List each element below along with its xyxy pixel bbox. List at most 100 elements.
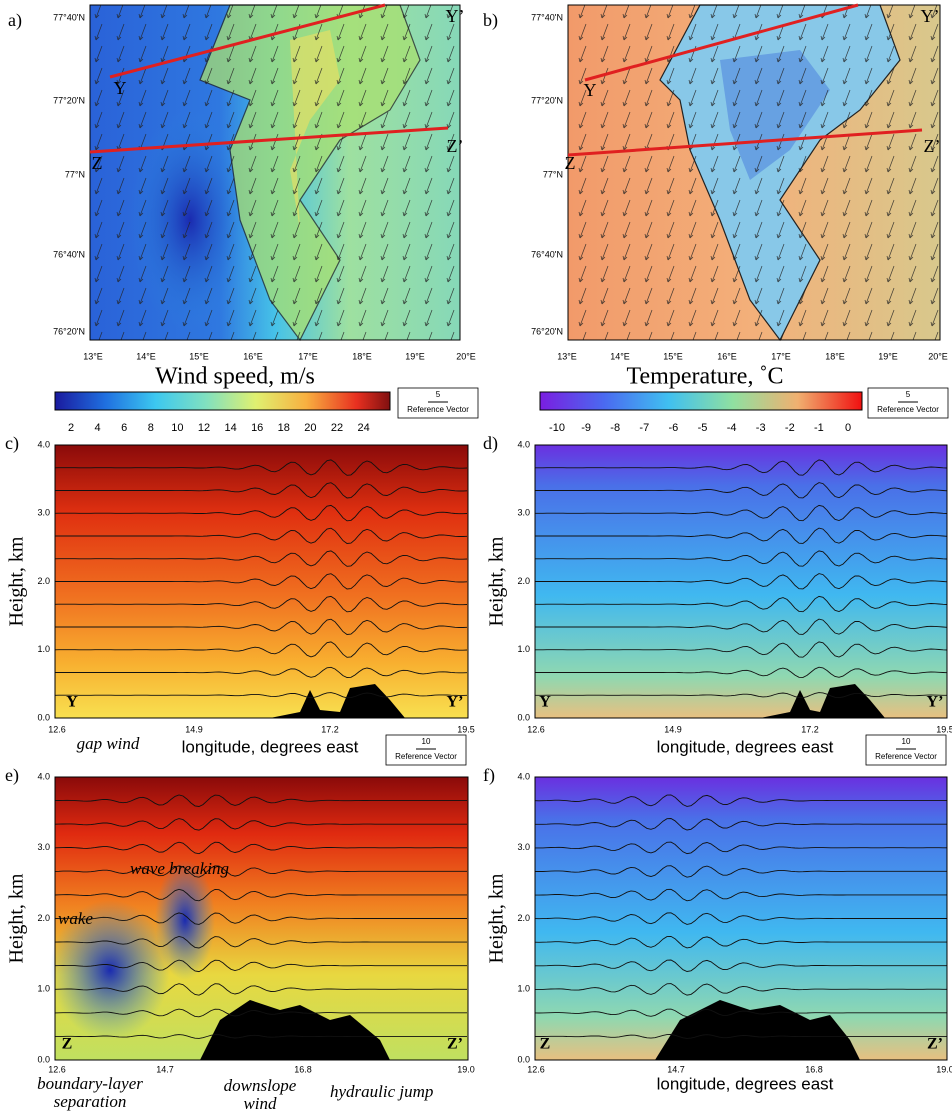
colorbar-tick-label: 8 [148, 422, 154, 434]
lon-tick-label: 18°E [825, 351, 845, 361]
streamline [54, 459, 468, 476]
annotation: wave breaking [130, 859, 229, 878]
reference-value: 5 [436, 390, 441, 399]
streamline [54, 692, 468, 699]
colorbar-tick-label: 16 [251, 422, 263, 434]
streamline [535, 692, 947, 699]
streamline [535, 595, 948, 613]
y-tick-label: 4.0 [37, 439, 50, 449]
streamline [535, 888, 947, 902]
x-tick-label: 17.2 [321, 724, 339, 734]
lon-tick-label: 15°E [663, 351, 683, 361]
plot-frame [534, 776, 948, 1061]
x-axis-label: longitude, degrees east [657, 1074, 834, 1093]
colorbar-tick-label: -6 [669, 422, 679, 434]
lon-tick-label: 13°E [557, 351, 577, 361]
x-axis-label: longitude, degrees east [657, 737, 834, 756]
y-tick-label: 0.0 [517, 1054, 530, 1064]
reference-value: 10 [422, 737, 431, 746]
annotation: gap wind [77, 734, 140, 753]
y-tick-label: 1.0 [517, 984, 530, 994]
y-tick-label: 2.0 [517, 913, 530, 923]
lon-tick-label: 19°E [878, 351, 898, 361]
x-tick-label: 19.5 [457, 724, 475, 734]
colorbar-tick-label: 24 [357, 422, 369, 434]
annotation: boundary-layer [37, 1074, 143, 1093]
y-tick-label: 2.0 [37, 576, 50, 586]
panel-letter: d) [483, 433, 498, 454]
section-end-label: Y’ [921, 6, 940, 26]
map-b [567, 3, 941, 342]
colorbar-tick-label: 22 [331, 422, 343, 434]
lon-tick-label: 18°E [352, 351, 372, 361]
lon-tick-label: 15°E [189, 351, 209, 361]
streamline [535, 1034, 947, 1039]
streamline [535, 818, 947, 831]
lon-tick-label: 17°E [298, 351, 318, 361]
lon-tick-label: 16°E [243, 351, 263, 361]
section-end-label: Y’ [447, 694, 464, 711]
section-end-label: Y’ [927, 694, 944, 711]
annotation: hydraulic jump [330, 1082, 433, 1101]
colorbar-tick-label: -10 [549, 422, 565, 434]
colorbar-tick-label: -7 [639, 422, 649, 434]
map-a [89, 3, 461, 342]
y-axis-label: Height, km [6, 536, 28, 626]
streamline [535, 841, 947, 855]
y-tick-label: 4.0 [517, 771, 530, 781]
x-tick-label: 14.9 [185, 724, 203, 734]
lat-tick-label: 77°N [543, 169, 563, 179]
colorbar-tick-label: 6 [121, 422, 127, 434]
streamline [54, 865, 467, 878]
lon-tick-label: 16°E [717, 351, 737, 361]
reference-box [397, 387, 479, 419]
lon-tick-label: 20°E [456, 351, 476, 361]
streamline [535, 983, 947, 996]
lon-tick-label: 19°E [405, 351, 425, 361]
streamline [54, 595, 468, 613]
y-tick-label: 0.0 [517, 712, 530, 722]
y-tick-label: 4.0 [37, 771, 50, 781]
streamline [54, 959, 467, 973]
streamline [535, 527, 948, 544]
streamline [535, 459, 948, 476]
section-end-label: Y’ [446, 6, 465, 26]
x-tick-label: 12.6 [48, 1064, 66, 1074]
colorbar-tick-label: 18 [278, 422, 290, 434]
x-tick-label: 19.5 [936, 724, 952, 734]
streamline [54, 794, 467, 807]
streamline [54, 936, 467, 949]
plot-frame [54, 444, 469, 719]
section-end-label: Z’ [924, 136, 941, 156]
y-axis-label: Height, km [486, 873, 508, 963]
reference-value: 10 [902, 737, 911, 746]
colorbar-title: Wind speed, m/s [155, 364, 315, 390]
panel-letter: f) [483, 765, 495, 786]
streamline [54, 641, 468, 658]
x-tick-label: 14.7 [667, 1064, 685, 1074]
streamline [535, 641, 948, 658]
x-tick-label: 14.7 [156, 1064, 174, 1074]
y-tick-label: 2.0 [517, 576, 530, 586]
section-end-label: Y [539, 694, 551, 711]
streamline [535, 618, 948, 635]
annotation: wake [58, 909, 93, 928]
lon-tick-label: 17°E [771, 351, 791, 361]
x-tick-label: 12.6 [48, 724, 66, 734]
streamline [535, 482, 948, 499]
streamline [54, 841, 467, 855]
y-tick-label: 3.0 [37, 842, 50, 852]
colorbar-tick-label: -5 [698, 422, 708, 434]
x-tick-label: 16.8 [805, 1064, 823, 1074]
plot-frame [534, 444, 948, 719]
streamline [54, 818, 467, 831]
reference-box [385, 734, 467, 766]
streamline [535, 959, 947, 972]
annotation: wind [243, 1094, 277, 1111]
reference-label: Reference Vector [875, 752, 937, 761]
section-end-label: Z [62, 1036, 73, 1053]
colorbar-tick-label: -8 [610, 422, 620, 434]
reference-label: Reference Vector [407, 405, 469, 414]
x-tick-label: 17.2 [801, 724, 819, 734]
